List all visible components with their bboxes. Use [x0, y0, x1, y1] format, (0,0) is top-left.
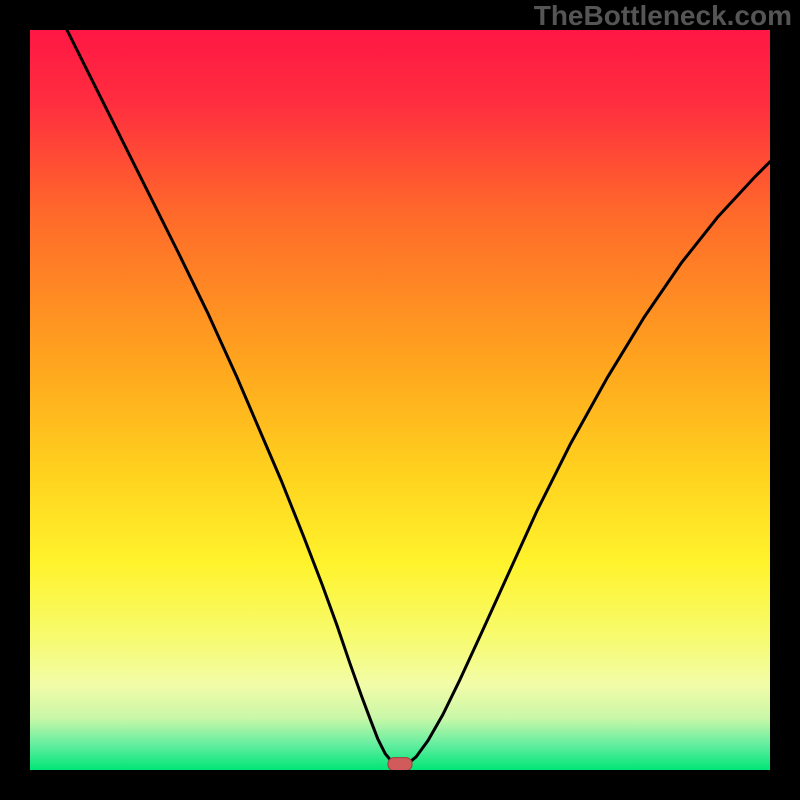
- chart-svg: [30, 30, 770, 770]
- bottleneck-curve: [67, 30, 770, 766]
- watermark: TheBottleneck.com: [534, 0, 792, 32]
- min-marker: [388, 758, 412, 770]
- plot-area: [30, 30, 770, 770]
